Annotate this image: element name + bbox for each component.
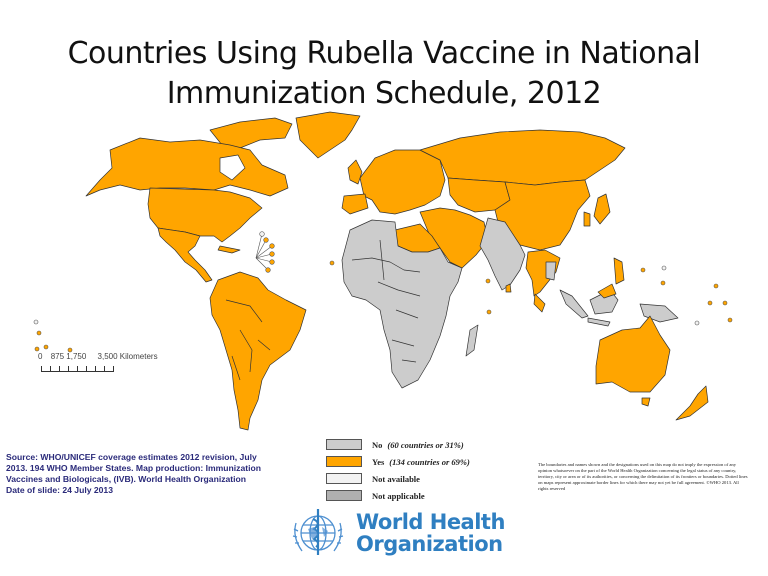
south-america xyxy=(209,271,307,431)
sumatra xyxy=(559,289,589,319)
who-emblem-icon xyxy=(292,509,344,555)
korea xyxy=(583,211,591,227)
mainland-se-asia xyxy=(525,249,561,297)
map-legend: No (60 countries or 31%) Yes (134 countrie… xyxy=(326,436,470,504)
title-line-1: Countries Using Rubella Vaccine in Natio… xyxy=(67,36,701,71)
canada-alaska xyxy=(85,137,289,197)
legend-label-not-applicable: Not applicable xyxy=(372,490,425,501)
madagascar xyxy=(465,324,479,357)
russia xyxy=(419,129,626,186)
iberia xyxy=(341,193,369,215)
japan xyxy=(593,193,611,225)
source-line-1: Source: WHO/UNICEF coverage estimates 20… xyxy=(6,452,257,462)
uk-ireland xyxy=(347,159,363,185)
scale-label-3500: 3,500 Kilometers xyxy=(97,352,158,361)
scale-label-875: 875 xyxy=(50,352,65,361)
legend-detail-yes: (134 countries or 69%) xyxy=(389,456,470,467)
legend-detail-no: (60 countries or 31%) xyxy=(387,439,464,450)
source-date: Date of slide: 24 July 2013 xyxy=(6,485,113,495)
png xyxy=(639,303,679,323)
greenland xyxy=(295,111,361,159)
disclaimer-text: The boundaries and names shown and the d… xyxy=(538,462,748,491)
who-line-1: World Health xyxy=(356,510,505,534)
legend-item-no: No (60 countries or 31%) xyxy=(326,436,470,453)
borneo-north xyxy=(597,283,617,299)
legend-item-not-available: Not available xyxy=(326,470,470,487)
hudson-bay xyxy=(219,154,246,181)
legend-swatch-not-available xyxy=(326,473,362,484)
legend-item-not-applicable: Not applicable xyxy=(326,487,470,504)
new-zealand xyxy=(675,385,709,421)
java xyxy=(587,317,611,327)
scale-bar: 0 875 1,750 3,500 Kilometers xyxy=(38,352,158,372)
legend-swatch-yes xyxy=(326,456,362,467)
philippines xyxy=(613,257,625,285)
legend-label-not-available: Not available xyxy=(372,473,420,484)
source-line-2: 2013. 194 WHO Member States. Map product… xyxy=(6,463,261,473)
mexico-central-america xyxy=(157,227,213,283)
who-wordmark: World Health Organization xyxy=(356,511,505,555)
map-title: Countries Using Rubella Vaccine in Natio… xyxy=(0,34,768,114)
scale-label-1750: 1,750 xyxy=(66,352,87,361)
scale-label-0: 0 xyxy=(38,352,43,361)
title-line-2: Immunization Schedule, 2012 xyxy=(166,76,602,111)
legend-label-yes: Yes xyxy=(372,456,385,467)
china-mongolia xyxy=(494,179,591,251)
africa xyxy=(341,219,463,389)
legend-swatch-no xyxy=(326,439,362,450)
who-line-2: Organization xyxy=(356,532,503,556)
australia xyxy=(595,315,671,393)
laos-cambodia xyxy=(545,261,557,281)
legend-swatch-not-applicable xyxy=(326,490,362,501)
usa xyxy=(147,187,263,243)
malaysia xyxy=(533,293,546,313)
source-line-3: Vaccines and Biologicals, (IVB). World H… xyxy=(6,474,247,484)
legend-item-yes: Yes (134 countries or 69%) xyxy=(326,453,470,470)
cuba xyxy=(217,245,241,254)
legend-label-no: No xyxy=(372,439,383,450)
who-logo: World Health Organization xyxy=(288,505,505,561)
source-note: Source: WHO/UNICEF coverage estimates 20… xyxy=(6,452,306,496)
sri-lanka xyxy=(505,283,512,293)
scale-ticks xyxy=(41,365,114,372)
europe xyxy=(359,149,446,215)
tasmania xyxy=(641,397,651,407)
